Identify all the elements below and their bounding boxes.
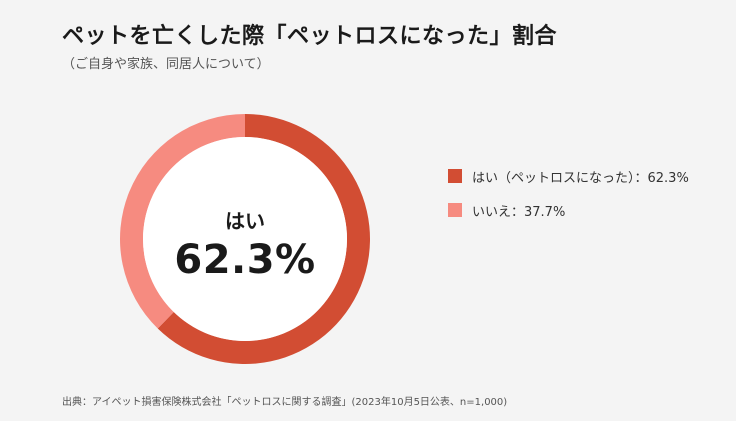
legend-item-no: いいえ：37.7% — [448, 200, 689, 220]
legend-item-yes: はい（ペットロスになった）：62.3% — [448, 166, 689, 186]
legend: はい（ペットロスになった）：62.3% いいえ：37.7% — [448, 166, 689, 234]
donut-chart — [120, 114, 370, 364]
chart-title: ペットを亡くした際「ペットロスになった」割合 — [62, 24, 558, 49]
legend-label-yes: はい（ペットロスになった）：62.3% — [472, 170, 689, 186]
legend-swatch-no — [448, 203, 462, 217]
legend-label-no: いいえ：37.7% — [472, 204, 566, 220]
legend-swatch-yes — [448, 169, 462, 183]
chart-subtitle: （ご自身や家族、同居人について） — [62, 57, 270, 72]
donut-slice-no — [120, 114, 245, 329]
donut-hole — [143, 137, 347, 341]
source-footnote: 出典：アイペット損害保険株式会社「ペットロスに関する調査」(2023年10月5日… — [62, 397, 508, 408]
donut-slice-yes — [157, 114, 370, 364]
